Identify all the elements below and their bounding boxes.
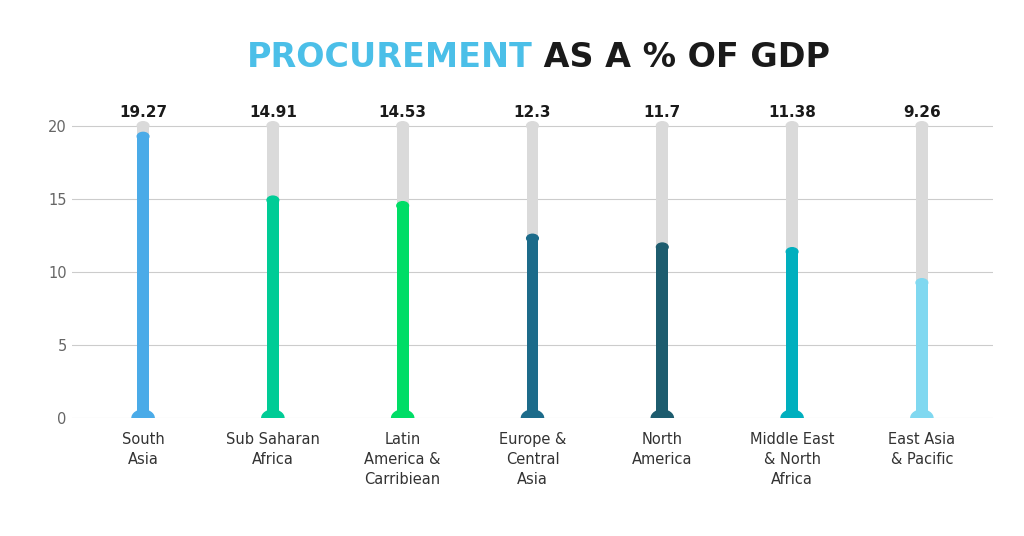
- Text: PROCUREMENT: PROCUREMENT: [247, 41, 532, 74]
- Ellipse shape: [786, 122, 798, 130]
- Text: 19.27: 19.27: [119, 105, 167, 120]
- Bar: [786, 252, 798, 418]
- Text: 11.7: 11.7: [644, 105, 681, 120]
- Ellipse shape: [781, 410, 803, 426]
- Ellipse shape: [397, 202, 409, 210]
- Bar: [656, 126, 668, 418]
- Ellipse shape: [137, 414, 148, 422]
- Bar: [656, 247, 668, 418]
- Ellipse shape: [916, 414, 928, 422]
- Ellipse shape: [656, 414, 668, 422]
- Ellipse shape: [651, 410, 674, 426]
- Bar: [786, 126, 798, 418]
- Text: 11.38: 11.38: [768, 105, 816, 120]
- Ellipse shape: [137, 132, 148, 140]
- Ellipse shape: [910, 410, 933, 426]
- Ellipse shape: [656, 122, 668, 130]
- Bar: [526, 239, 539, 418]
- Ellipse shape: [267, 122, 279, 130]
- Text: AS A % OF GDP: AS A % OF GDP: [532, 41, 830, 74]
- Ellipse shape: [786, 248, 798, 256]
- Ellipse shape: [521, 410, 544, 426]
- Bar: [267, 126, 279, 418]
- Text: 9.26: 9.26: [903, 105, 941, 120]
- Ellipse shape: [267, 414, 279, 422]
- Bar: [916, 282, 928, 418]
- Text: 14.91: 14.91: [249, 105, 297, 120]
- Ellipse shape: [526, 414, 539, 422]
- Bar: [267, 200, 279, 418]
- Ellipse shape: [526, 122, 539, 130]
- Bar: [526, 126, 539, 418]
- Text: 14.53: 14.53: [379, 105, 427, 120]
- Bar: [137, 136, 148, 418]
- Ellipse shape: [397, 122, 409, 130]
- Bar: [916, 126, 928, 418]
- Ellipse shape: [391, 410, 414, 426]
- Ellipse shape: [526, 234, 539, 242]
- Text: 12.3: 12.3: [514, 105, 551, 120]
- Bar: [397, 206, 409, 418]
- Ellipse shape: [656, 243, 668, 251]
- Ellipse shape: [262, 410, 284, 426]
- Ellipse shape: [397, 414, 409, 422]
- Ellipse shape: [786, 414, 798, 422]
- Ellipse shape: [916, 122, 928, 130]
- Ellipse shape: [267, 196, 279, 204]
- Ellipse shape: [132, 410, 155, 426]
- Ellipse shape: [916, 279, 928, 287]
- Bar: [397, 126, 409, 418]
- Ellipse shape: [137, 122, 148, 130]
- Bar: [137, 126, 148, 418]
